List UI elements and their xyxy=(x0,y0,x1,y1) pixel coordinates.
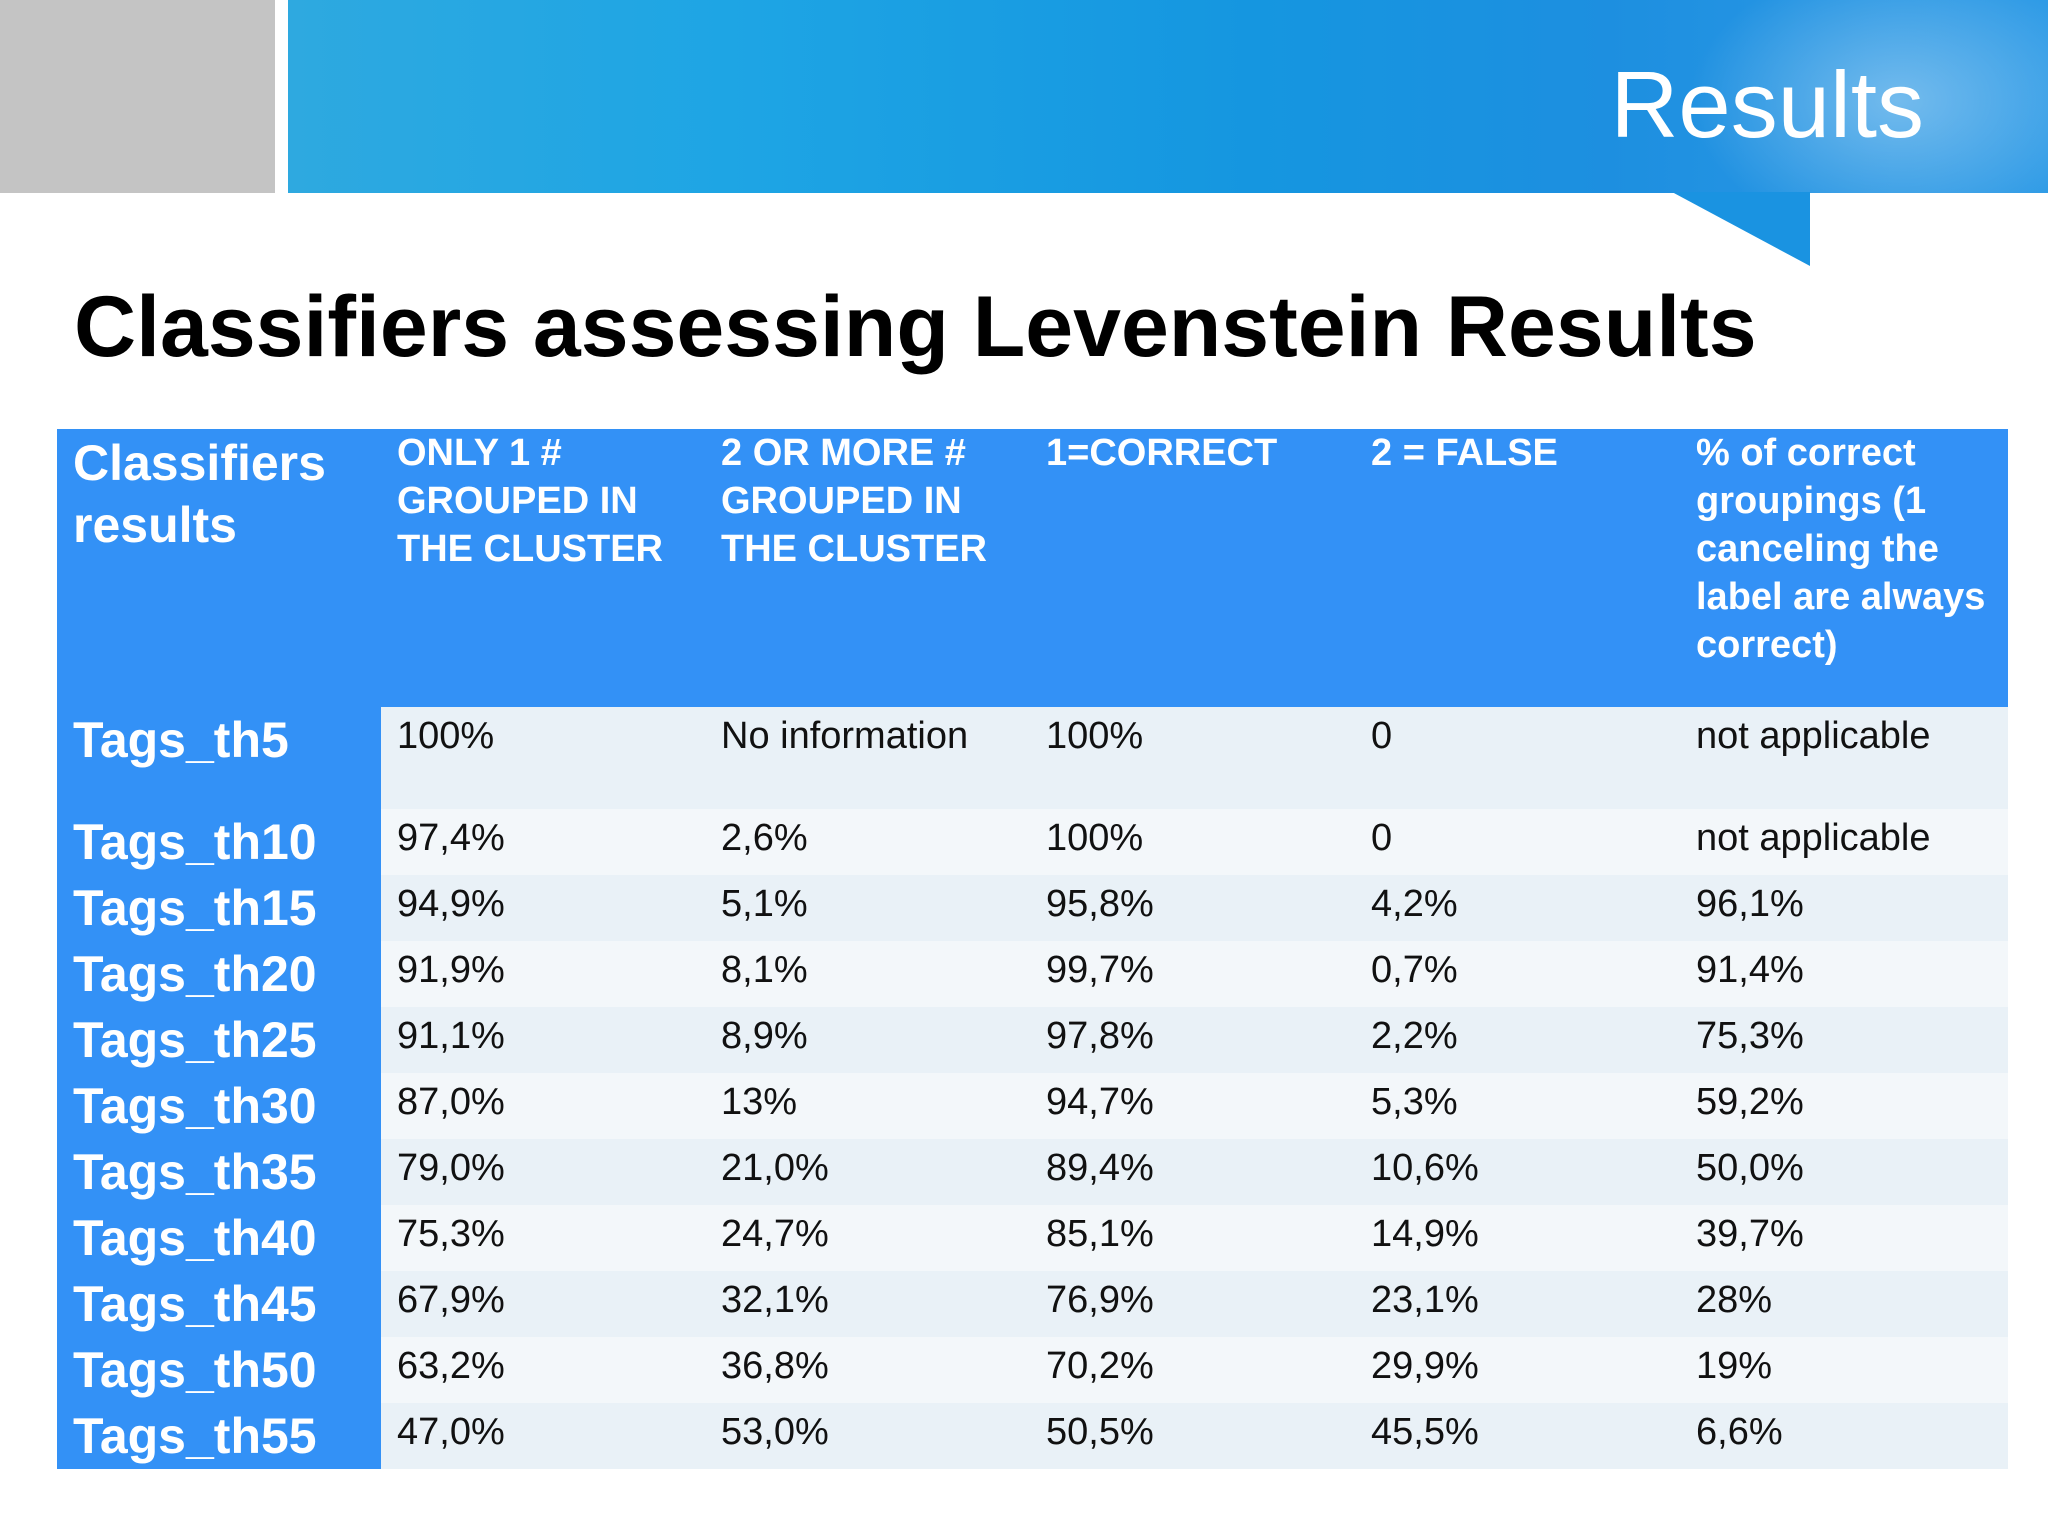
table-row: Tags_th5 100% No information 100% 0 not … xyxy=(57,707,2008,809)
table-cell: 75,3% xyxy=(381,1205,705,1271)
table-cell: 32,1% xyxy=(705,1271,1030,1337)
table-cell: 63,2% xyxy=(381,1337,705,1403)
table-row: Tags_th20 91,9% 8,1% 99,7% 0,7% 91,4% xyxy=(57,941,2008,1007)
table-cell: 89,4% xyxy=(1030,1139,1355,1205)
table-cell: 39,7% xyxy=(1680,1205,2008,1271)
table-cell: 14,9% xyxy=(1355,1205,1680,1271)
table-cell: 2,6% xyxy=(705,809,1030,875)
table-cell: not applicable xyxy=(1680,809,2008,875)
table-cell: 95,8% xyxy=(1030,875,1355,941)
table-cell: 24,7% xyxy=(705,1205,1030,1271)
table-cell: 8,9% xyxy=(705,1007,1030,1073)
table-row: Tags_th40 75,3% 24,7% 85,1% 14,9% 39,7% xyxy=(57,1205,2008,1271)
row-label: Tags_th20 xyxy=(57,941,381,1007)
table-row: Tags_th30 87,0% 13% 94,7% 5,3% 59,2% xyxy=(57,1073,2008,1139)
table-cell: 100% xyxy=(381,707,705,809)
table-row: Tags_th45 67,9% 32,1% 76,9% 23,1% 28% xyxy=(57,1271,2008,1337)
table-cell: 47,0% xyxy=(381,1403,705,1469)
table-cell: 53,0% xyxy=(705,1403,1030,1469)
page-title: Classifiers assessing Levenstein Results xyxy=(74,279,1757,375)
table-cell: 97,8% xyxy=(1030,1007,1355,1073)
table-row: Tags_th55 47,0% 53,0% 50,5% 45,5% 6,6% xyxy=(57,1403,2008,1469)
table-cell: 85,1% xyxy=(1030,1205,1355,1271)
gray-corner-block xyxy=(0,0,275,193)
table-cell: 2,2% xyxy=(1355,1007,1680,1073)
table-cell: 23,1% xyxy=(1355,1271,1680,1337)
table-cell: 21,0% xyxy=(705,1139,1030,1205)
table-cell: 50,0% xyxy=(1680,1139,2008,1205)
table-cell: 45,5% xyxy=(1355,1403,1680,1469)
table-row: Tags_th15 94,9% 5,1% 95,8% 4,2% 96,1% xyxy=(57,875,2008,941)
table-cell: 91,1% xyxy=(381,1007,705,1073)
table-cell: 10,6% xyxy=(1355,1139,1680,1205)
row-label: Tags_th35 xyxy=(57,1139,381,1205)
table-cell: 79,0% xyxy=(381,1139,705,1205)
column-header: ONLY 1 # GROUPED IN THE CLUSTER xyxy=(381,429,705,707)
table-cell: 0,7% xyxy=(1355,941,1680,1007)
table-cell: 36,8% xyxy=(705,1337,1030,1403)
table-cell: 97,4% xyxy=(381,809,705,875)
table-cell: 87,0% xyxy=(381,1073,705,1139)
column-header: 2 OR MORE # GROUPED IN THE CLUSTER xyxy=(705,429,1030,707)
row-label: Tags_th10 xyxy=(57,809,381,875)
table-row: Tags_th10 97,4% 2,6% 100% 0 not applicab… xyxy=(57,809,2008,875)
table-cell: 75,3% xyxy=(1680,1007,2008,1073)
table-cell: No information xyxy=(705,707,1030,809)
table-cell: not applicable xyxy=(1680,707,2008,809)
results-table: Classifiers results ONLY 1 # GROUPED IN … xyxy=(57,429,2008,1469)
table-cell: 0 xyxy=(1355,707,1680,809)
header-banner xyxy=(288,0,2048,193)
table-cell: 91,9% xyxy=(381,941,705,1007)
table-cell: 6,6% xyxy=(1680,1403,2008,1469)
table-cell: 76,9% xyxy=(1030,1271,1355,1337)
table-cell: 100% xyxy=(1030,707,1355,809)
table-cell: 13% xyxy=(705,1073,1030,1139)
table-cell: 94,9% xyxy=(381,875,705,941)
banner-title: Results xyxy=(1610,52,1924,157)
table-cell: 19% xyxy=(1680,1337,2008,1403)
table-cell: 28% xyxy=(1680,1271,2008,1337)
table-header-row: Classifiers results ONLY 1 # GROUPED IN … xyxy=(57,429,2008,707)
table-row: Tags_th35 79,0% 21,0% 89,4% 10,6% 50,0% xyxy=(57,1139,2008,1205)
table-row: Tags_th50 63,2% 36,8% 70,2% 29,9% 19% xyxy=(57,1337,2008,1403)
table-cell: 4,2% xyxy=(1355,875,1680,941)
row-label: Tags_th5 xyxy=(57,707,381,809)
table-cell: 5,3% xyxy=(1355,1073,1680,1139)
column-header: Classifiers results xyxy=(57,429,381,707)
row-label: Tags_th45 xyxy=(57,1271,381,1337)
table-cell: 94,7% xyxy=(1030,1073,1355,1139)
table-cell: 96,1% xyxy=(1680,875,2008,941)
column-header: % of correct groupings (1 canceling the … xyxy=(1680,429,2008,707)
row-label: Tags_th15 xyxy=(57,875,381,941)
table-cell: 67,9% xyxy=(381,1271,705,1337)
table-cell: 100% xyxy=(1030,809,1355,875)
row-label: Tags_th55 xyxy=(57,1403,381,1469)
column-header: 1=CORRECT xyxy=(1030,429,1355,707)
banner-pointer xyxy=(1672,192,1810,266)
table-cell: 8,1% xyxy=(705,941,1030,1007)
table-row: Tags_th25 91,1% 8,9% 97,8% 2,2% 75,3% xyxy=(57,1007,2008,1073)
table-cell: 59,2% xyxy=(1680,1073,2008,1139)
row-label: Tags_th50 xyxy=(57,1337,381,1403)
table-cell: 70,2% xyxy=(1030,1337,1355,1403)
row-label: Tags_th30 xyxy=(57,1073,381,1139)
table-cell: 29,9% xyxy=(1355,1337,1680,1403)
table-cell: 50,5% xyxy=(1030,1403,1355,1469)
column-header: 2 = FALSE xyxy=(1355,429,1680,707)
table-cell: 0 xyxy=(1355,809,1680,875)
row-label: Tags_th25 xyxy=(57,1007,381,1073)
row-label: Tags_th40 xyxy=(57,1205,381,1271)
table-cell: 5,1% xyxy=(705,875,1030,941)
table-cell: 91,4% xyxy=(1680,941,2008,1007)
table-cell: 99,7% xyxy=(1030,941,1355,1007)
banner-glow xyxy=(1688,0,2048,193)
